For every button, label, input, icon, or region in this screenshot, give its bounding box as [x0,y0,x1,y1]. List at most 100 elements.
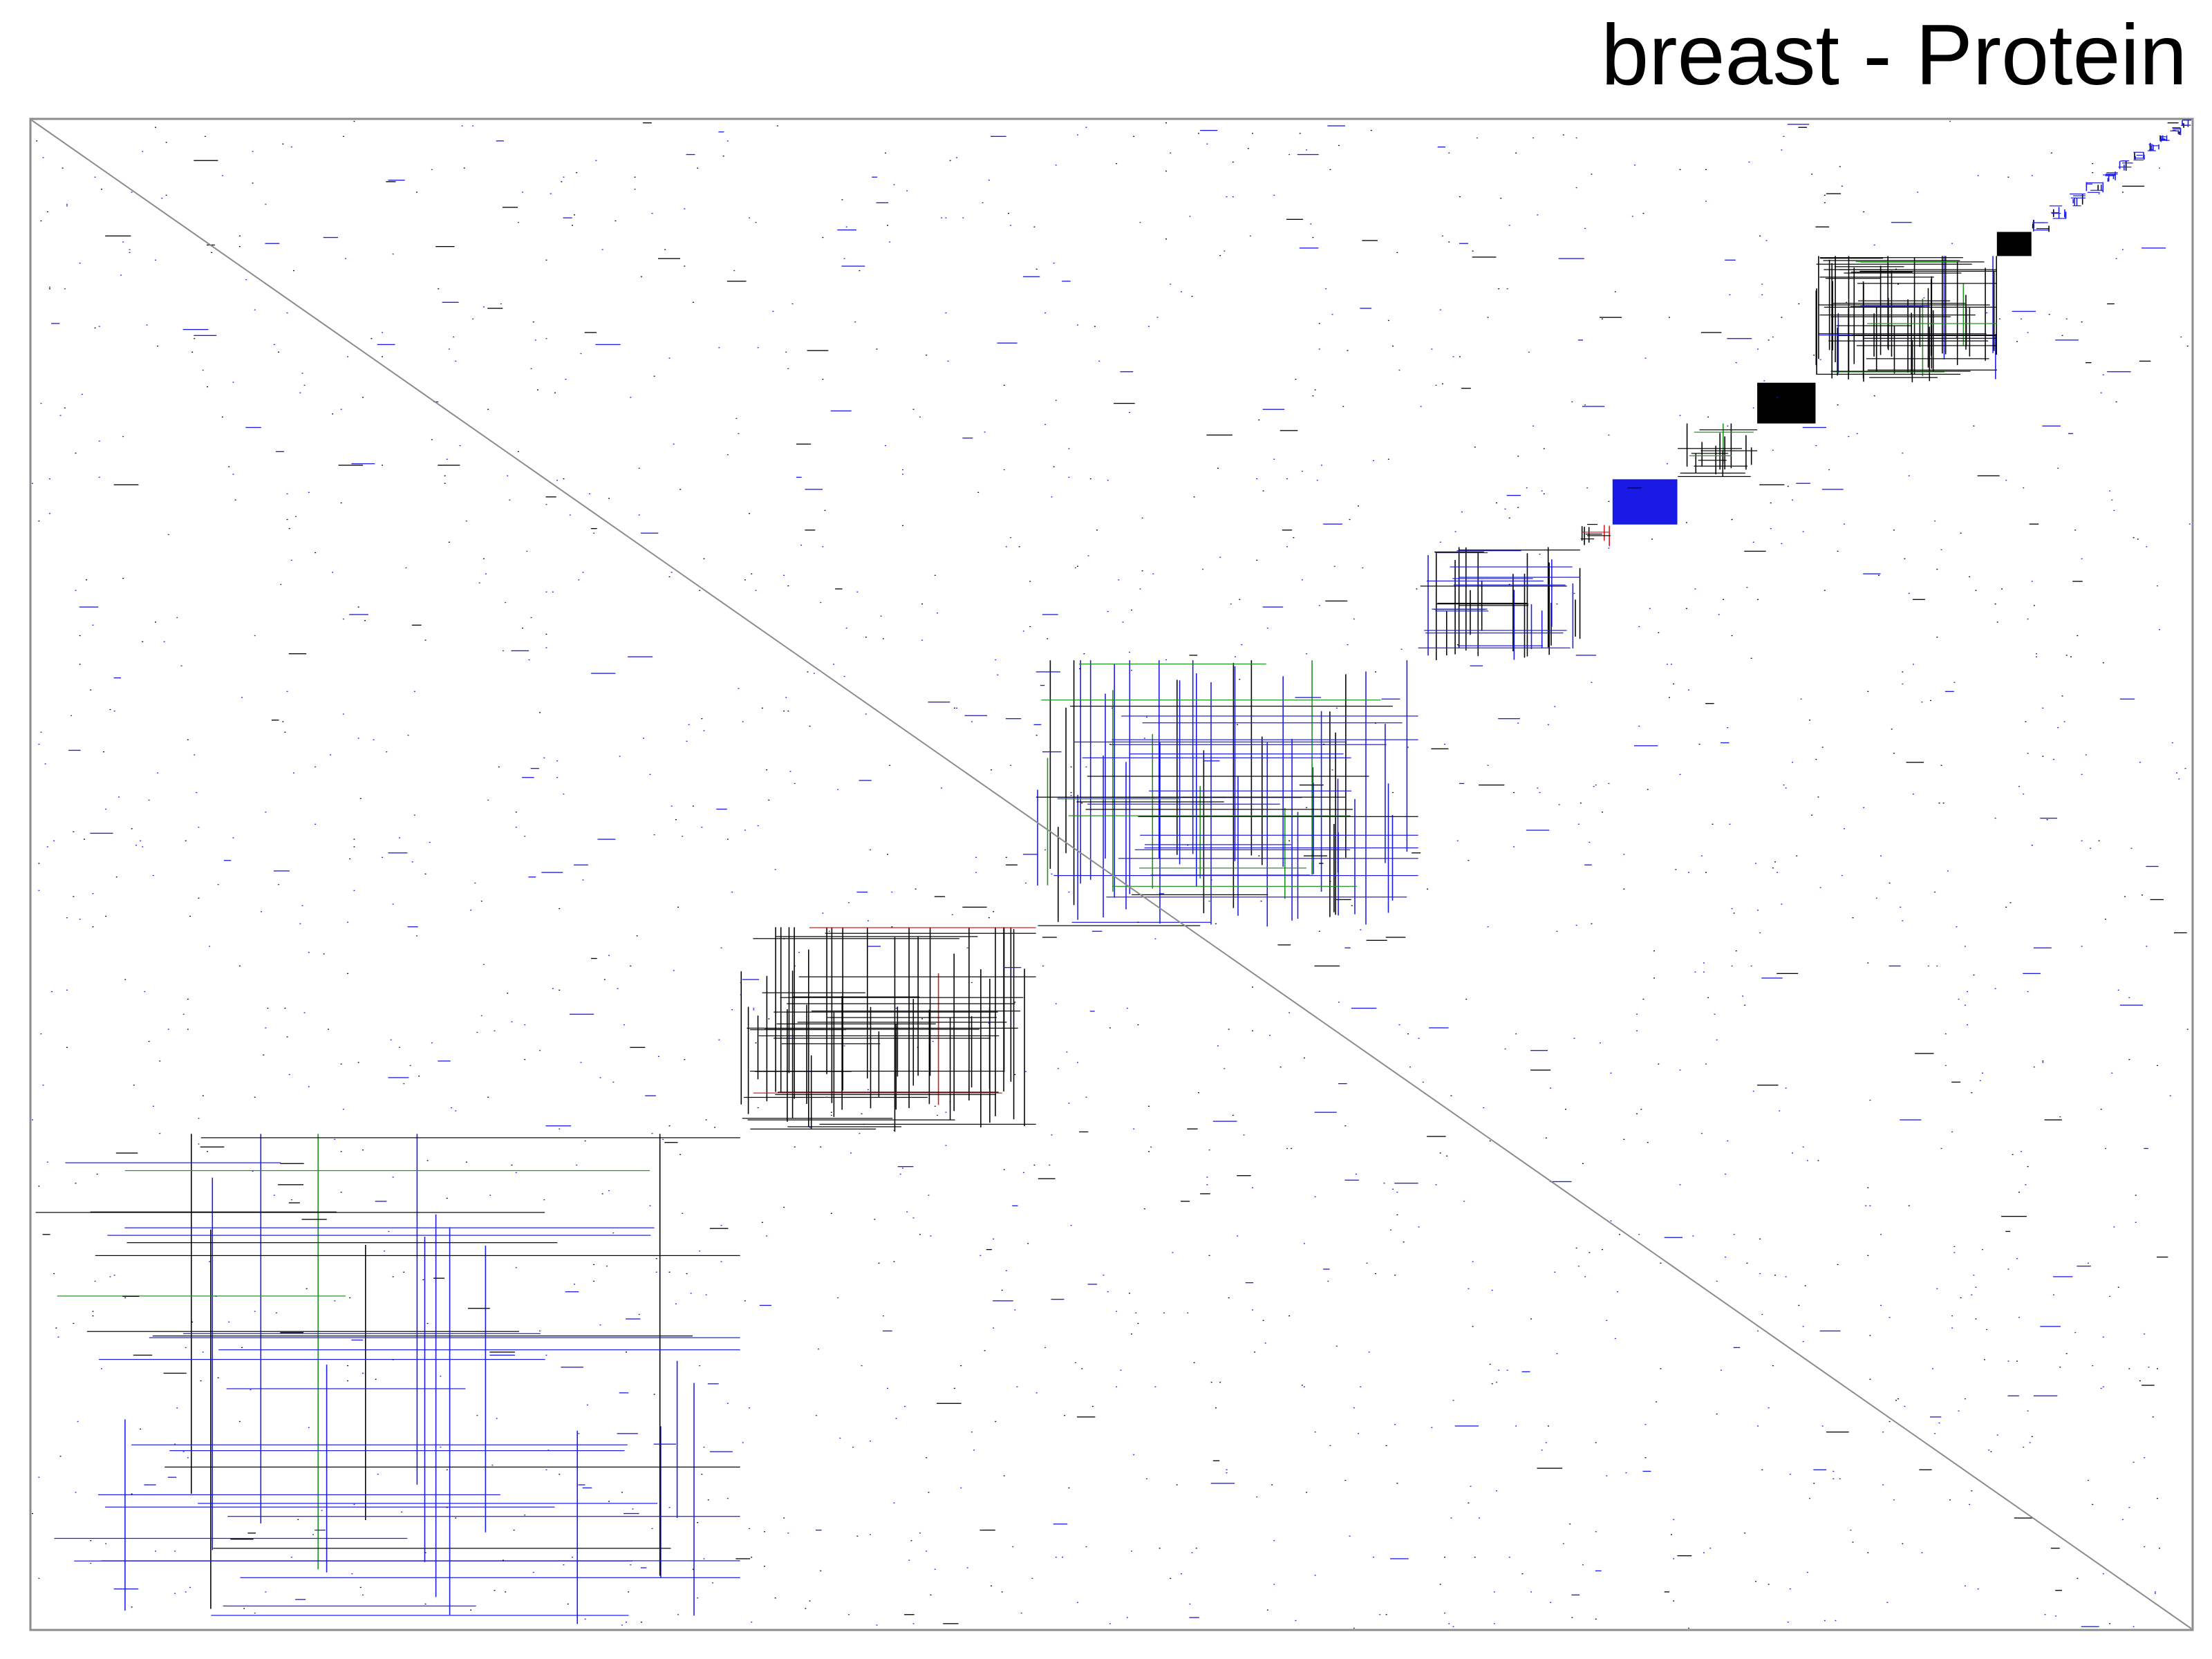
off-diagonal-cell [2025,1184,2027,1185]
off-diagonal-cell [182,1013,185,1015]
off-diagonal-cell [612,1232,615,1234]
off-diagonal-cell [794,782,796,785]
off-diagonal-cell [429,841,431,843]
off-diagonal-cell [526,550,528,552]
off-diagonal-cell [1133,135,1135,137]
off-diagonal-cell [1936,1288,1938,1289]
off-diagonal-cell [1085,126,1087,128]
diagonal-block-21-col [2187,120,2189,127]
off-diagonal-cell [1295,1620,1297,1622]
off-diagonal-cell [431,1042,433,1044]
diagonal-block-19-row [2159,140,2170,141]
off-diagonal-cell [1472,1261,1474,1262]
off-diagonal-cell [1975,1286,1977,1288]
off-diagonal-cell [995,1421,997,1423]
off-diagonal-cell [608,1190,610,1192]
off-diagonal-cell [742,721,744,722]
diagonal-block-2-row [781,1043,881,1044]
off-diagonal-cell [1431,348,1433,350]
off-diagonal-cell [1910,356,1912,357]
off-diagonal-cell [2088,1479,2089,1481]
off-diagonal-cell [455,1110,457,1112]
off-diagonal-cell [917,1047,919,1048]
off-diagonal-cell [182,1451,185,1452]
off-diagonal-cell [1837,1264,1839,1266]
off-diagonal-cell [1863,807,1865,808]
off-diagonal-cell [919,1234,921,1235]
off-diagonal-cell [424,639,427,641]
off-diagonal-cell [273,344,275,346]
off-diagonal-cell [753,1009,755,1011]
off-diagonal-cell [1824,194,1826,196]
off-diagonal-cell [1990,1451,1992,1452]
off-diagonal-cell [503,650,504,652]
diagonal-block-4-col [1436,553,1437,660]
diagonal-block-9-row [1856,345,1997,346]
off-diagonal-cell [882,1315,884,1317]
off-diagonal-cell [766,1235,768,1237]
diagonal-block-1-col [365,1244,366,1520]
diagonal-block-3-row [1087,803,1280,805]
off-diagonal-cell [988,917,990,919]
off-diagonal-cell [893,1130,895,1131]
off-diagonal-cell [1679,1069,1681,1071]
off-diagonal-cell [988,1022,990,1024]
off-diagonal-cell [826,1096,828,1098]
off-diagonal-cell [1623,888,1625,890]
off-diagonal-cell [545,633,547,635]
off-diagonal-cell [1800,698,1802,700]
off-diagonal-cell [980,1255,982,1256]
off-diagonal-cell [776,125,778,126]
off-diagonal-cell [993,1327,995,1329]
off-diagonal-cell [1116,162,1118,165]
off-diagonal-cell [545,647,547,648]
off-diagonal-cell [207,1151,208,1152]
off-diagonal-cell [94,176,96,178]
diagonal-block-9-row [1866,358,1989,359]
off-diagonal-cell [1193,496,1195,498]
off-diagonal-cell [1055,400,1057,401]
off-diagonal-cell [1170,283,1172,285]
off-diagonal-cell [207,386,208,388]
off-diagonal-cell [626,1318,641,1320]
diagonal-block-20-row [2172,127,2181,129]
off-diagonal-cell [908,1559,910,1561]
off-diagonal-cell [1852,1541,1854,1543]
off-diagonal-cell [194,338,196,339]
off-diagonal-cell [377,344,395,346]
off-diagonal-cell [1091,1405,1094,1407]
off-diagonal-cell [129,249,131,250]
off-diagonal-cell [1331,769,1333,771]
off-diagonal-cell [1996,621,1998,623]
diagonal-block-9-row [1830,371,1971,372]
off-diagonal-cell [841,265,865,267]
diagonal-block-3-col [1129,660,1131,894]
off-diagonal-cell [1493,1591,1495,1593]
off-diagonal-cell [1022,1172,1024,1173]
off-diagonal-cell [1958,998,1960,1000]
off-diagonal-cell [295,1599,306,1600]
off-diagonal-cell [861,1365,863,1367]
diagonal-block-9-row [1837,335,1997,337]
off-diagonal-cell [830,1212,832,1214]
off-diagonal-cell [1679,774,1681,775]
off-diagonal-cell [288,1202,300,1203]
off-diagonal-cell [2092,172,2094,174]
off-diagonal-cell [984,1350,986,1351]
off-diagonal-cell [1035,268,1038,270]
off-diagonal-cell [245,427,261,429]
diagonal-block-17-col [2135,156,2136,160]
diagonal-block-3-col [1192,660,1194,854]
off-diagonal-cell [2021,1151,2023,1152]
off-diagonal-cell [433,1277,445,1279]
off-diagonal-cell [194,754,196,756]
off-diagonal-cell [431,169,433,170]
off-diagonal-cell [2005,906,2007,908]
off-diagonal-cell [1664,1591,1669,1593]
off-diagonal-cell [2012,1154,2014,1155]
off-diagonal-cell [563,176,565,178]
off-diagonal-cell [718,131,724,133]
off-diagonal-cell [243,1608,245,1609]
diagonal-block-7-row [1694,465,1748,467]
off-diagonal-cell [1802,1341,1804,1342]
